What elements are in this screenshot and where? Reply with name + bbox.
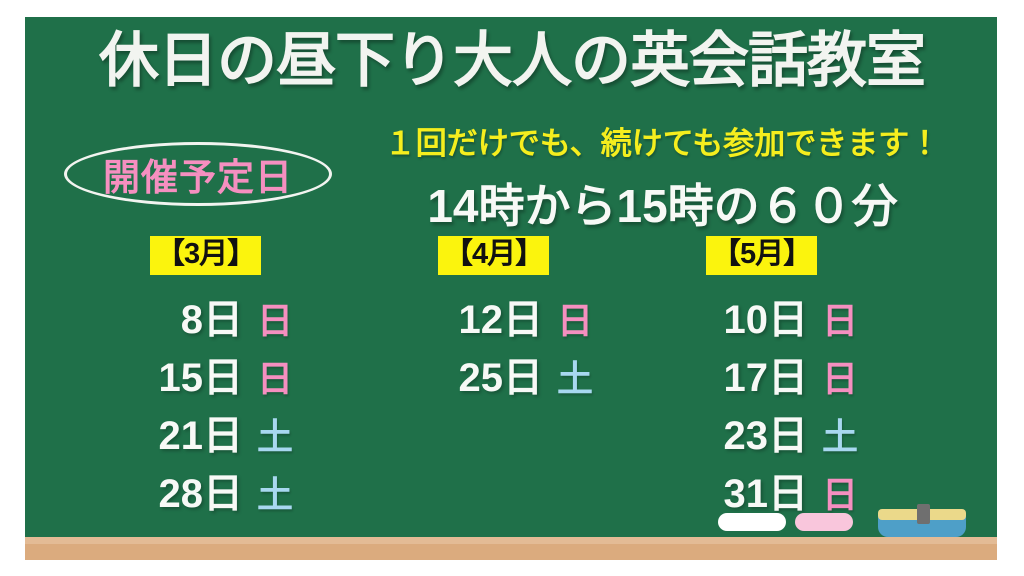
date-row: 25日 土 [415, 345, 665, 403]
pink-chalk-icon [795, 513, 853, 531]
blackboard-eraser-icon [878, 504, 966, 537]
date-row: 15日 日 [125, 345, 375, 403]
headline-time-note: 14時から15時の６０分 [427, 180, 898, 232]
date-weekday: 土 [257, 474, 294, 516]
date-day: 10日 [723, 298, 809, 343]
date-day: 12日 [458, 298, 544, 343]
white-chalk-icon [718, 513, 786, 531]
date-row: 12日 日 [415, 287, 665, 345]
date-day: 25日 [458, 356, 544, 401]
date-day: 23日 [723, 414, 809, 459]
date-row: 31日 日 [680, 461, 930, 519]
date-weekday: 日 [557, 300, 594, 342]
schedule-columns: 【3月】 8日 日 15日 日 21日 土 28日 土 [25, 236, 997, 536]
date-weekday: 日 [822, 474, 859, 516]
date-weekday: 日 [822, 300, 859, 342]
date-row: 28日 土 [125, 461, 375, 519]
date-row: 10日 日 [680, 287, 930, 345]
date-day: 15日 [158, 356, 244, 401]
month-header-label: 【4月】 [438, 236, 550, 276]
eraser-body [878, 516, 966, 537]
blackboard-surface [25, 17, 997, 537]
date-list: 10日 日 17日 日 23日 土 31日 日 [680, 287, 930, 519]
month-column-march: 【3月】 8日 日 15日 日 21日 土 28日 土 [125, 236, 375, 519]
month-column-april: 【4月】 12日 日 25日 土 [415, 236, 665, 403]
date-weekday: 日 [257, 358, 294, 400]
date-weekday: 日 [822, 358, 859, 400]
date-day: 8日 [180, 298, 243, 343]
date-weekday: 土 [822, 416, 859, 458]
date-weekday: 土 [557, 358, 594, 400]
date-list: 8日 日 15日 日 21日 土 28日 土 [125, 287, 375, 519]
date-weekday: 日 [257, 300, 294, 342]
headline-participation-note: １回だけでも、続けても参加できます！ [384, 126, 941, 161]
date-day: 28日 [158, 472, 244, 517]
month-header-label: 【3月】 [150, 236, 262, 276]
date-weekday: 土 [257, 416, 294, 458]
month-header-label: 【5月】 [706, 236, 818, 276]
date-row: 8日 日 [125, 287, 375, 345]
schedule-badge-oval [64, 142, 332, 206]
date-row: 21日 土 [125, 403, 375, 461]
date-list: 12日 日 25日 土 [415, 287, 665, 403]
date-day: 17日 [723, 356, 809, 401]
date-day: 21日 [158, 414, 244, 459]
date-day: 31日 [723, 472, 809, 517]
month-column-may: 【5月】 10日 日 17日 日 23日 土 31日 日 [680, 236, 930, 519]
date-row: 23日 土 [680, 403, 930, 461]
schedule-badge-label: 開催予定日 [103, 157, 293, 198]
eraser-handle [917, 504, 930, 524]
page-title: 休日の昼下り大人の英会話教室 [99, 27, 926, 94]
chalk-tray-highlight [25, 537, 997, 544]
date-row: 17日 日 [680, 345, 930, 403]
